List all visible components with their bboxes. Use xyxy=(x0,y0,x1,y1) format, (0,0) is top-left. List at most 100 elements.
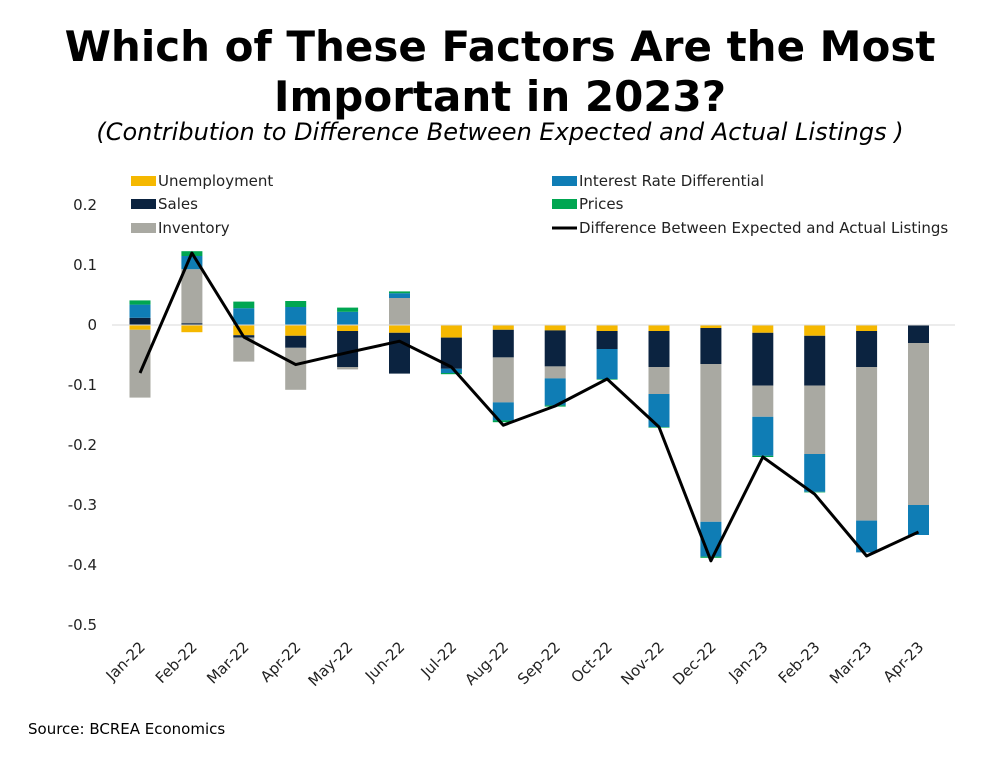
bar-segment-sales xyxy=(440,337,462,369)
y-tick-label: -0.5 xyxy=(68,616,97,634)
bar-segment-sales xyxy=(908,325,929,343)
chart-title: Which of These Factors Are the Most Impo… xyxy=(64,22,936,121)
bar-segment-prices xyxy=(129,300,151,305)
bar-stack xyxy=(337,307,359,370)
bar-segment-sales xyxy=(648,331,670,367)
bar-segment-sales xyxy=(856,331,878,367)
line-series xyxy=(138,251,920,563)
x-tick-label: Nov-22 xyxy=(617,638,667,688)
bar-segment-unemployment xyxy=(389,325,410,333)
x-tick-label: Sep-22 xyxy=(514,638,564,688)
bar-segment-sales xyxy=(544,330,566,367)
bar-stack xyxy=(492,325,514,423)
bar-segment-interest xyxy=(804,454,826,492)
bar-segment-unemployment xyxy=(337,325,359,331)
bar-segment-inventory xyxy=(389,298,410,325)
bar-stack xyxy=(440,325,462,375)
legend: Unemployment Sales Inventory Interest Rate … xyxy=(131,172,948,237)
bars xyxy=(129,251,929,558)
bar-segment-inventory xyxy=(752,385,774,417)
bar-segment-inventory xyxy=(285,347,307,390)
bar-segment-inventory xyxy=(804,385,826,454)
legend-item-prices: Prices xyxy=(552,195,624,213)
legend-label: Prices xyxy=(579,195,624,213)
x-tick-label: Oct-22 xyxy=(568,638,616,686)
source-note: Source: BCREA Economics xyxy=(28,720,226,738)
legend-item-line: Difference Between Expected and Actual L… xyxy=(552,219,948,237)
x-tick-label: Mar-22 xyxy=(203,638,252,687)
x-tick-label: Aug-22 xyxy=(461,638,512,689)
legend-label: Sales xyxy=(158,195,198,213)
legend-label: Unemployment xyxy=(158,172,273,190)
bar-segment-inventory xyxy=(648,367,670,394)
legend-item-unemployment: Unemployment xyxy=(131,172,273,190)
bar-stack xyxy=(752,325,774,457)
x-tick-label: Mar-23 xyxy=(826,638,875,687)
bar-segment-inventory xyxy=(856,367,878,521)
bar-stack xyxy=(908,325,929,535)
bar-segment-interest xyxy=(544,378,566,406)
bar-stack xyxy=(856,325,878,553)
bar-segment-sales xyxy=(700,328,722,364)
bar-stack xyxy=(233,301,255,362)
bar-stack xyxy=(700,325,722,558)
bar-stack xyxy=(285,301,307,390)
legend-swatch xyxy=(131,223,156,233)
bar-segment-unemployment xyxy=(285,325,307,336)
bar-segment-interest xyxy=(389,293,410,298)
bar-segment-unemployment xyxy=(233,325,255,336)
y-tick-label: -0.4 xyxy=(68,556,97,574)
bar-segment-interest xyxy=(129,304,151,318)
bar-segment-interest xyxy=(908,505,929,535)
bar-segment-interest xyxy=(856,520,878,553)
listings-difference-line xyxy=(138,251,920,563)
bar-segment-inventory xyxy=(544,366,566,379)
bar-segment-sales xyxy=(596,331,618,349)
bar-segment-prices xyxy=(233,301,255,309)
x-tick-label: May-22 xyxy=(305,638,357,690)
bar-segment-sales xyxy=(492,329,514,358)
x-axis: Jan-22 Feb-22 Mar-22 Apr-22 May-22 Jun-22 Jul-… xyxy=(102,638,928,690)
bar-segment-prices xyxy=(285,301,307,307)
bar-segment-interest xyxy=(440,368,462,373)
legend-swatch xyxy=(131,176,156,186)
legend-item-inventory: Inventory xyxy=(131,219,230,237)
bar-segment-inventory xyxy=(492,357,514,403)
bar-segment-prices xyxy=(440,373,462,375)
bar-segment-prices xyxy=(804,491,826,493)
chart-subtitle: (Contribution to Difference Between Expe… xyxy=(96,118,904,146)
bar-segment-sales xyxy=(752,332,774,386)
bar-segment-interest xyxy=(337,311,359,325)
bar-segment-sales xyxy=(804,335,826,386)
bar-segment-inventory xyxy=(129,329,151,398)
bar-segment-interest xyxy=(233,308,255,325)
bar-segment-sales xyxy=(389,332,410,374)
bar-segment-interest xyxy=(492,402,514,421)
x-tick-label: Apr-23 xyxy=(880,638,928,686)
bar-segment-unemployment xyxy=(544,325,566,331)
bar-segment-interest xyxy=(648,394,670,427)
legend-label: Inventory xyxy=(158,219,230,237)
bar-segment-sales xyxy=(337,331,359,367)
bar-segment-unemployment xyxy=(856,325,878,331)
bar-stack xyxy=(544,325,566,407)
legend-swatch xyxy=(552,176,577,186)
bar-stack xyxy=(804,325,826,493)
x-tick-label: Feb-23 xyxy=(775,638,824,687)
bar-segment-unemployment xyxy=(492,325,514,330)
legend-item-interest: Interest Rate Differential xyxy=(552,172,764,190)
bar-segment-prices xyxy=(492,420,514,423)
x-tick-label: Apr-22 xyxy=(257,638,305,686)
y-tick-label: -0.3 xyxy=(68,496,97,514)
legend-swatch xyxy=(552,199,577,209)
bar-segment-inventory xyxy=(337,367,359,370)
bar-segment-unemployment xyxy=(129,325,151,330)
bar-segment-unemployment xyxy=(752,325,774,333)
legend-swatch xyxy=(131,199,156,209)
legend-item-sales: Sales xyxy=(131,195,198,213)
y-tick-label: -0.1 xyxy=(68,376,97,394)
bar-segment-interest xyxy=(752,416,774,456)
bar-segment-sales xyxy=(181,323,203,325)
bar-stack xyxy=(389,291,410,374)
